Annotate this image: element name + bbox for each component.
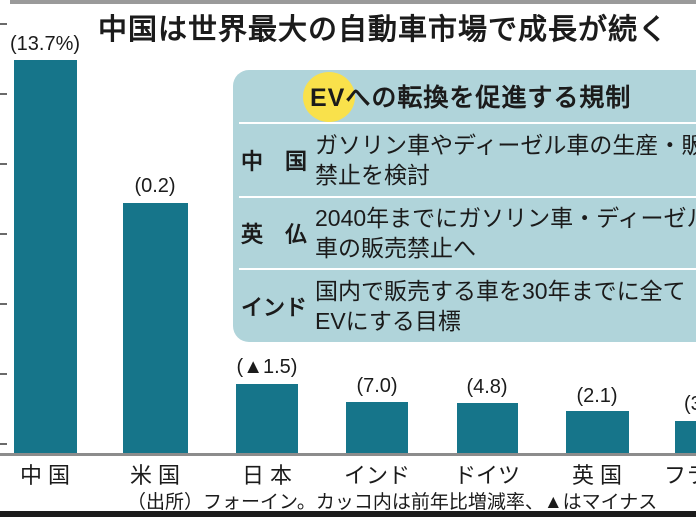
bar-india bbox=[346, 402, 408, 453]
y-axis-tick bbox=[0, 303, 7, 305]
bottom-border-bar bbox=[0, 511, 696, 517]
cat-label-usa: 米 国 bbox=[129, 463, 181, 488]
ev-regulation-table: EVへの転換を促進する規制 中 国 ガソリン車やディーゼル車の生産・販売 禁止を… bbox=[233, 70, 696, 342]
bar-japan bbox=[236, 384, 298, 453]
row-text-line2: EVにする目標 bbox=[315, 308, 461, 334]
value-label-uk: (2.1) bbox=[576, 385, 618, 407]
value-label-usa: (0.2) bbox=[134, 175, 176, 197]
bar-france bbox=[675, 421, 696, 453]
bar-usa bbox=[123, 203, 188, 453]
row-text-line1: 国内で販売する車を30年までに全て bbox=[315, 278, 686, 304]
row-text: 国内で販売する車を30年までに全て EVにする目標 bbox=[315, 276, 686, 336]
table-header: EVへの転換を促進する規制 bbox=[310, 84, 632, 112]
ev-highlight-circle bbox=[303, 72, 355, 122]
row-text: ガソリン車やディーゼル車の生産・販売 禁止を検討 bbox=[315, 130, 696, 190]
row-label: 英 仏 bbox=[241, 222, 308, 247]
table-separator bbox=[239, 122, 696, 124]
y-axis-tick bbox=[0, 373, 7, 375]
cat-label-france: フランス bbox=[664, 463, 696, 488]
cat-label-germany: ドイツ bbox=[453, 463, 520, 488]
y-axis-tick bbox=[0, 443, 7, 445]
x-axis-line bbox=[0, 453, 696, 456]
cat-label-india: インド bbox=[343, 463, 410, 488]
value-label-china: (13.7%) bbox=[9, 33, 81, 55]
y-axis-tick bbox=[0, 163, 7, 165]
bar-china bbox=[14, 60, 77, 453]
row-text: 2040年までにガソリン車・ディーゼル 車の販売禁止へ bbox=[315, 203, 696, 263]
cat-label-japan: 日 本 bbox=[241, 463, 293, 488]
page-title: 中国は世界最大の自動車市場で成長が続く bbox=[98, 14, 669, 46]
table-row-china: 中 国 ガソリン車やディーゼル車の生産・販売 禁止を検討 bbox=[233, 124, 696, 196]
value-label-japan: (▲1.5) bbox=[236, 356, 298, 378]
y-axis-tick bbox=[0, 93, 7, 95]
top-border-strip bbox=[10, 0, 696, 4]
row-text-line2: 禁止を検討 bbox=[315, 162, 430, 188]
bar-germany bbox=[457, 403, 518, 453]
row-label: インド bbox=[241, 295, 308, 320]
value-label-india: (7.0) bbox=[356, 375, 398, 397]
row-text-line2: 車の販売禁止へ bbox=[315, 235, 476, 261]
row-text-line1: 2040年までにガソリン車・ディーゼル bbox=[315, 205, 696, 231]
table-row-uk-france: 英 仏 2040年までにガソリン車・ディーゼル 車の販売禁止へ bbox=[233, 198, 696, 268]
y-axis-tick bbox=[0, 233, 7, 235]
row-label: 中 国 bbox=[241, 149, 308, 174]
y-axis-tick bbox=[0, 23, 7, 25]
source-footnote: （出所）フォーイン。カッコ内は前年比増減率、▲はマイナス bbox=[127, 492, 658, 513]
table-separator bbox=[239, 196, 696, 198]
value-label-germany: (4.8) bbox=[466, 376, 508, 398]
table-row-india: インド 国内で販売する車を30年までに全て EVにする目標 bbox=[233, 270, 696, 342]
cat-label-china: 中 国 bbox=[19, 463, 71, 488]
cat-label-uk: 英 国 bbox=[571, 463, 623, 488]
row-text-line1: ガソリン車やディーゼル車の生産・販売 bbox=[315, 132, 696, 158]
table-separator bbox=[239, 268, 696, 270]
bar-uk bbox=[566, 411, 629, 453]
value-label-france: (3 bbox=[684, 393, 696, 415]
